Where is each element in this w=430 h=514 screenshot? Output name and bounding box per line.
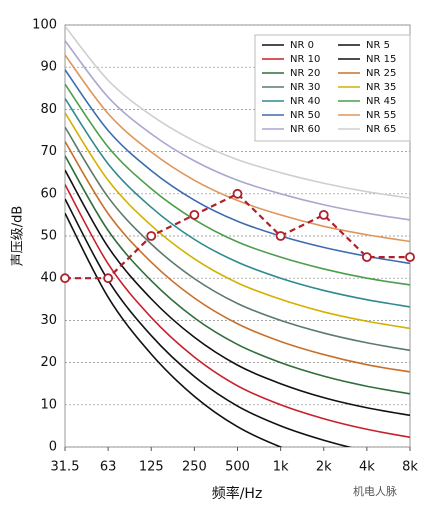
legend-box — [254, 34, 411, 142]
nr-curve — [65, 141, 410, 373]
legend-label: NR 35 — [366, 82, 396, 93]
measured-point — [146, 231, 157, 241]
legend-label: NR 50 — [290, 110, 320, 121]
nr-curve — [65, 40, 410, 221]
measured-point — [189, 209, 200, 220]
measured-point — [60, 273, 70, 284]
nr-curve — [65, 25, 410, 199]
nr-curve — [65, 97, 410, 308]
y-tick-label: 100 — [32, 18, 57, 33]
y-tick-label: 90 — [40, 60, 57, 75]
measured-point — [232, 188, 243, 199]
measured-point — [361, 252, 372, 263]
y-tick-label: 80 — [40, 102, 57, 117]
nr-curve — [65, 112, 410, 330]
x-axis-label: 频率/Hz — [212, 485, 263, 502]
legend-label: NR 25 — [366, 68, 396, 79]
nr-curve — [65, 184, 410, 439]
nr-curve — [65, 126, 410, 352]
legend-label: NR 20 — [290, 68, 320, 79]
legend-label: NR 60 — [290, 124, 320, 135]
nr-curve — [65, 54, 410, 243]
x-tick-label: 250 — [182, 460, 207, 475]
x-tick-label: 500 — [225, 460, 250, 475]
nr-curve — [65, 155, 410, 395]
watermark: 机电人脉 — [353, 484, 397, 498]
nr-curve — [65, 198, 353, 447]
y-tick-label: 70 — [40, 144, 57, 159]
measured-point — [405, 252, 415, 263]
nr-curve — [65, 169, 410, 417]
legend-label: NR 30 — [290, 82, 320, 93]
y-tick-label: 50 — [40, 229, 57, 244]
y-tick-label: 40 — [40, 271, 57, 286]
x-tick-label: 125 — [139, 460, 164, 475]
y-tick-label: 20 — [40, 355, 57, 370]
legend-label: NR 40 — [290, 96, 320, 107]
measured-point — [318, 209, 329, 220]
x-tick-label: 1k — [273, 460, 289, 475]
x-tick-label: 31.5 — [51, 460, 80, 475]
measured-point — [103, 273, 114, 284]
legend-label: NR 5 — [366, 40, 390, 51]
nr-curve — [65, 212, 283, 447]
curves — [65, 25, 410, 447]
measured-line — [65, 192, 410, 280]
legend-label: NR 15 — [366, 54, 396, 65]
y-tick-label: 60 — [40, 186, 57, 201]
y-tick-label: 30 — [40, 313, 57, 328]
legend-label: NR 45 — [366, 96, 396, 107]
legend-label: NR 65 — [366, 124, 396, 135]
y-tick-label: 10 — [40, 397, 57, 412]
y-axis-label: 声压级/dB — [11, 206, 26, 267]
x-tick-label: 63 — [100, 460, 117, 475]
x-tick-label: 8k — [402, 460, 418, 475]
nr-curve — [65, 69, 410, 265]
x-tick-label: 4k — [359, 460, 375, 475]
measured-point — [275, 231, 286, 241]
nr-curve — [65, 83, 410, 286]
legend-label: NR 0 — [290, 40, 314, 51]
y-tick-label: 0 — [49, 440, 57, 455]
legend-label: NR 55 — [366, 110, 396, 121]
x-tick-label: 2k — [316, 460, 332, 475]
legend-label: NR 10 — [290, 54, 320, 65]
